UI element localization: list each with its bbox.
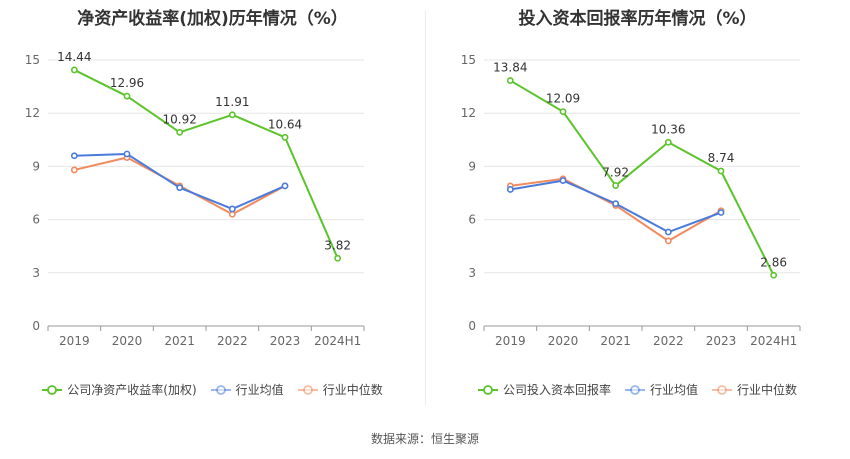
data-label: 14.44 bbox=[57, 50, 91, 64]
data-point bbox=[770, 271, 778, 279]
data-label: 2.86 bbox=[760, 255, 787, 269]
x-tick-label: 2024H1 bbox=[314, 334, 361, 348]
data-point bbox=[334, 254, 342, 262]
legend-label: 行业中位数 bbox=[737, 383, 798, 397]
roic-chart-legend: 公司投入资本回报率 行业均值 行业中位数 bbox=[425, 381, 850, 398]
legend-swatch bbox=[624, 384, 645, 395]
y-tick-label: 9 bbox=[468, 159, 476, 173]
data-label: 10.36 bbox=[651, 122, 685, 136]
data-point bbox=[559, 177, 567, 184]
y-tick-label: 12 bbox=[25, 106, 40, 120]
x-tick-label: 2023 bbox=[270, 334, 301, 348]
legend-item[interactable]: 公司投入资本回报率 bbox=[477, 381, 611, 398]
roe-chart-panel: 净资产收益率(加权)历年情况（%） 0 3 6 9 12 15 2019 2020 2021 20… bbox=[0, 0, 425, 420]
y-tick-label: 15 bbox=[25, 53, 40, 67]
x-tick-label: 2019 bbox=[495, 334, 526, 348]
data-point bbox=[559, 108, 567, 116]
data-point bbox=[281, 182, 289, 190]
data-label: 10.64 bbox=[268, 117, 302, 131]
data-point bbox=[123, 150, 131, 158]
legend-swatch bbox=[477, 384, 498, 395]
data-point bbox=[717, 167, 725, 175]
x-tick-label: 2020 bbox=[112, 334, 143, 348]
legend-swatch bbox=[712, 384, 732, 395]
chart-title: 净资产收益率(加权)历年情况（%） bbox=[77, 9, 348, 29]
y-tick-label: 12 bbox=[461, 106, 476, 120]
legend-item[interactable]: 行业均值 bbox=[210, 381, 284, 398]
data-point bbox=[176, 184, 184, 192]
data-point bbox=[664, 138, 672, 146]
y-tick-label: 3 bbox=[32, 266, 40, 280]
data-point bbox=[228, 205, 236, 213]
x-tick-label: 2024H1 bbox=[750, 334, 797, 348]
data-point bbox=[664, 228, 672, 236]
data-point bbox=[506, 186, 514, 193]
data-label: 8.74 bbox=[708, 151, 735, 165]
data-point bbox=[506, 77, 514, 84]
x-tick-label: 2022 bbox=[653, 334, 684, 348]
data-label: 11.91 bbox=[215, 95, 249, 109]
data-point bbox=[123, 92, 131, 100]
data-label: 3.82 bbox=[324, 238, 351, 252]
data-point bbox=[281, 133, 289, 141]
chart-title: 投入资本回报率历年情况（%） bbox=[518, 9, 757, 29]
x-tick-label: 2021 bbox=[164, 334, 195, 348]
legend-item[interactable]: 行业中位数 bbox=[297, 381, 383, 398]
data-point bbox=[717, 209, 725, 216]
legend-swatch bbox=[42, 384, 63, 395]
legend-label: 公司净资产收益率(加权) bbox=[67, 383, 197, 397]
roic-chart: 0 3 6 9 12 15 2019 2020 2021 2022 2023 2024H1 13.84 1… bbox=[461, 53, 801, 348]
legend-label: 公司投入资本回报率 bbox=[502, 383, 611, 397]
roe-chart-legend: 公司净资产收益率(加权) 行业均值 行业中位数 bbox=[0, 381, 425, 398]
x-tick-label: 2020 bbox=[548, 334, 579, 348]
y-tick-label: 6 bbox=[32, 213, 40, 227]
y-tick-label: 3 bbox=[468, 266, 476, 280]
legend-item[interactable]: 行业中位数 bbox=[712, 381, 797, 398]
roe-chart: 0 3 6 9 12 15 2019 2020 2021 2022 2023 2024H1 14.44 1… bbox=[25, 50, 365, 348]
data-point bbox=[70, 152, 78, 160]
x-tick-label: 2022 bbox=[217, 334, 248, 348]
y-tick-label: 0 bbox=[32, 319, 40, 333]
data-source: 数据来源：恒生聚源 bbox=[370, 432, 479, 446]
legend-item[interactable]: 公司净资产收益率(加权) bbox=[42, 381, 197, 398]
legend-swatch bbox=[297, 384, 318, 395]
data-point bbox=[176, 128, 184, 136]
x-tick-label: 2019 bbox=[59, 334, 90, 348]
legend-label: 行业均值 bbox=[649, 383, 698, 397]
data-point bbox=[612, 182, 620, 189]
data-label: 10.92 bbox=[162, 112, 196, 126]
y-tick-label: 6 bbox=[468, 213, 476, 227]
series-line bbox=[509, 79, 775, 276]
y-tick-label: 0 bbox=[468, 319, 476, 333]
x-tick-label: 2023 bbox=[706, 334, 737, 348]
data-label: 12.09 bbox=[546, 92, 580, 106]
data-label: 12.96 bbox=[110, 76, 144, 90]
legend-label: 行业均值 bbox=[235, 383, 284, 397]
data-label: 13.84 bbox=[493, 61, 527, 75]
y-tick-label: 15 bbox=[461, 53, 476, 67]
data-point bbox=[612, 200, 620, 208]
series-line bbox=[73, 69, 339, 259]
panel-divider bbox=[425, 10, 426, 405]
roic-chart-panel: 投入资本回报率历年情况（%） 0 3 6 9 12 15 2019 2020 2021 2022 2… bbox=[425, 0, 850, 420]
legend-swatch bbox=[210, 384, 231, 395]
data-point bbox=[664, 237, 672, 245]
data-point bbox=[70, 66, 78, 74]
data-point bbox=[228, 111, 236, 119]
data-point bbox=[228, 210, 236, 218]
x-tick-label: 2021 bbox=[600, 334, 631, 348]
data-point bbox=[70, 166, 78, 174]
y-tick-label: 9 bbox=[32, 159, 40, 173]
legend-label: 行业中位数 bbox=[322, 383, 383, 397]
legend-item[interactable]: 行业均值 bbox=[624, 381, 698, 398]
data-label: 7.92 bbox=[602, 166, 629, 180]
